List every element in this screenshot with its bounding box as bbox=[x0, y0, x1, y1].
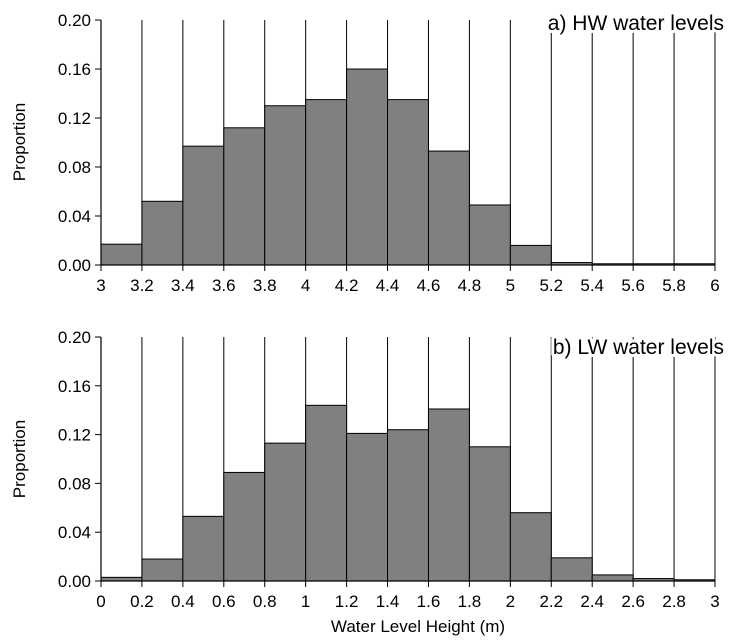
y-tick-label: 0.08 bbox=[58, 158, 91, 177]
histogram-bar bbox=[387, 99, 429, 266]
histogram-bar bbox=[264, 442, 307, 582]
x-tick-label: 3 bbox=[710, 592, 719, 611]
x-tick-label: 3.4 bbox=[171, 276, 195, 295]
x-tick-label: 3 bbox=[96, 276, 105, 295]
x-tick-label: 5.4 bbox=[580, 276, 604, 295]
x-tick-label: 4.6 bbox=[417, 276, 441, 295]
histogram-bar bbox=[387, 429, 429, 582]
y-axis: 0.00 0.04 0.08 0.12 0.16 0.20 bbox=[58, 328, 101, 591]
y-tick-label: 0.08 bbox=[58, 474, 91, 493]
y-tick-label: 0.04 bbox=[58, 207, 91, 226]
chart-panel-b: 0.00 0.04 0.08 0.12 0.16 0.20 0 0.2 0.4 0.6 0.8 1 1.… bbox=[10, 328, 727, 636]
histogram-bar bbox=[305, 99, 348, 266]
x-tick-label: 4.2 bbox=[335, 276, 359, 295]
histogram-bar bbox=[182, 145, 225, 266]
x-axis: 3 3.2 3.4 3.6 3.8 4 4.2 4.4 4.6 4.8 5 5.2 5.4 5.6 5.8 6 bbox=[96, 265, 720, 295]
histogram-bar bbox=[509, 244, 552, 266]
y-tick-label: 0.16 bbox=[58, 377, 91, 396]
x-tick-label: 0.8 bbox=[253, 592, 277, 611]
bars bbox=[100, 68, 716, 266]
x-tick-label: 3.6 bbox=[212, 276, 236, 295]
histogram-bar bbox=[346, 68, 389, 266]
y-axis-label: Proportion bbox=[10, 103, 29, 181]
y-tick-label: 0.04 bbox=[58, 523, 91, 542]
x-tick-label: 5.8 bbox=[662, 276, 686, 295]
x-axis-label: Water Level Height (m) bbox=[331, 617, 505, 636]
y-tick-label: 0.16 bbox=[58, 60, 91, 79]
histogram-bar bbox=[427, 408, 470, 582]
histogram-bar bbox=[427, 150, 470, 266]
histogram-bar bbox=[141, 558, 184, 582]
y-tick-label: 0.12 bbox=[58, 109, 91, 128]
histogram-bar bbox=[305, 404, 348, 582]
x-tick-label: 1.4 bbox=[376, 592, 400, 611]
bars bbox=[100, 404, 716, 582]
y-axis-label: Proportion bbox=[10, 420, 29, 498]
x-tick-label: 2.4 bbox=[580, 592, 604, 611]
x-tick-label: 4.4 bbox=[376, 276, 400, 295]
histogram-bar bbox=[141, 200, 184, 266]
panel-title: b) LW water levels bbox=[553, 336, 724, 359]
x-tick-label: 2.2 bbox=[539, 592, 563, 611]
histogram-bar bbox=[100, 243, 143, 266]
y-axis: 0.00 0.04 0.08 0.12 0.16 0.20 bbox=[58, 11, 101, 275]
x-tick-label: 0.4 bbox=[171, 592, 195, 611]
histogram-bar bbox=[182, 515, 225, 582]
x-tick-label: 0.2 bbox=[130, 592, 154, 611]
y-tick-label: 0.12 bbox=[58, 426, 91, 445]
histogram-bar bbox=[468, 204, 511, 266]
x-tick-label: 5.6 bbox=[621, 276, 645, 295]
x-tick-label: 1 bbox=[301, 592, 310, 611]
chart-panel-a: 0.00 0.04 0.08 0.12 0.16 0.20 3 3.2 3.4 3.6 3.8 4 4.… bbox=[10, 9, 727, 295]
x-tick-label: 6 bbox=[710, 276, 719, 295]
x-tick-label: 3.2 bbox=[130, 276, 154, 295]
y-tick-label: 0.20 bbox=[58, 11, 91, 30]
x-tick-label: 4.8 bbox=[458, 276, 482, 295]
x-tick-label: 2.6 bbox=[621, 592, 645, 611]
histogram-bar bbox=[223, 127, 266, 266]
x-tick-label: 0.6 bbox=[212, 592, 236, 611]
panel-title: a) HW water levels bbox=[548, 12, 724, 35]
histogram-bar bbox=[264, 105, 307, 266]
x-tick-label: 2 bbox=[506, 592, 515, 611]
x-tick-label: 0 bbox=[96, 592, 105, 611]
x-tick-label: 2.8 bbox=[662, 592, 686, 611]
histogram-bar bbox=[223, 471, 266, 582]
histogram-bar bbox=[468, 446, 511, 582]
x-tick-label: 5 bbox=[506, 276, 515, 295]
y-tick-label: 0.20 bbox=[58, 328, 91, 347]
y-tick-label: 0.00 bbox=[58, 572, 91, 591]
x-tick-label: 5.2 bbox=[539, 276, 563, 295]
y-tick-label: 0.00 bbox=[58, 256, 91, 275]
histogram-bar bbox=[550, 557, 593, 582]
x-tick-label: 1.8 bbox=[458, 592, 482, 611]
histogram-bar bbox=[346, 432, 389, 582]
x-axis: 0 0.2 0.4 0.6 0.8 1 1.2 1.4 1.6 1.8 2 2.2 2.4 2.6 2.8 3 bbox=[96, 581, 720, 611]
x-tick-label: 3.8 bbox=[253, 276, 277, 295]
histogram-bar bbox=[509, 512, 552, 582]
histogram-bar bbox=[591, 574, 634, 582]
x-tick-label: 1.6 bbox=[417, 592, 441, 611]
x-tick-label: 1.2 bbox=[335, 592, 359, 611]
x-tick-label: 4 bbox=[301, 276, 310, 295]
